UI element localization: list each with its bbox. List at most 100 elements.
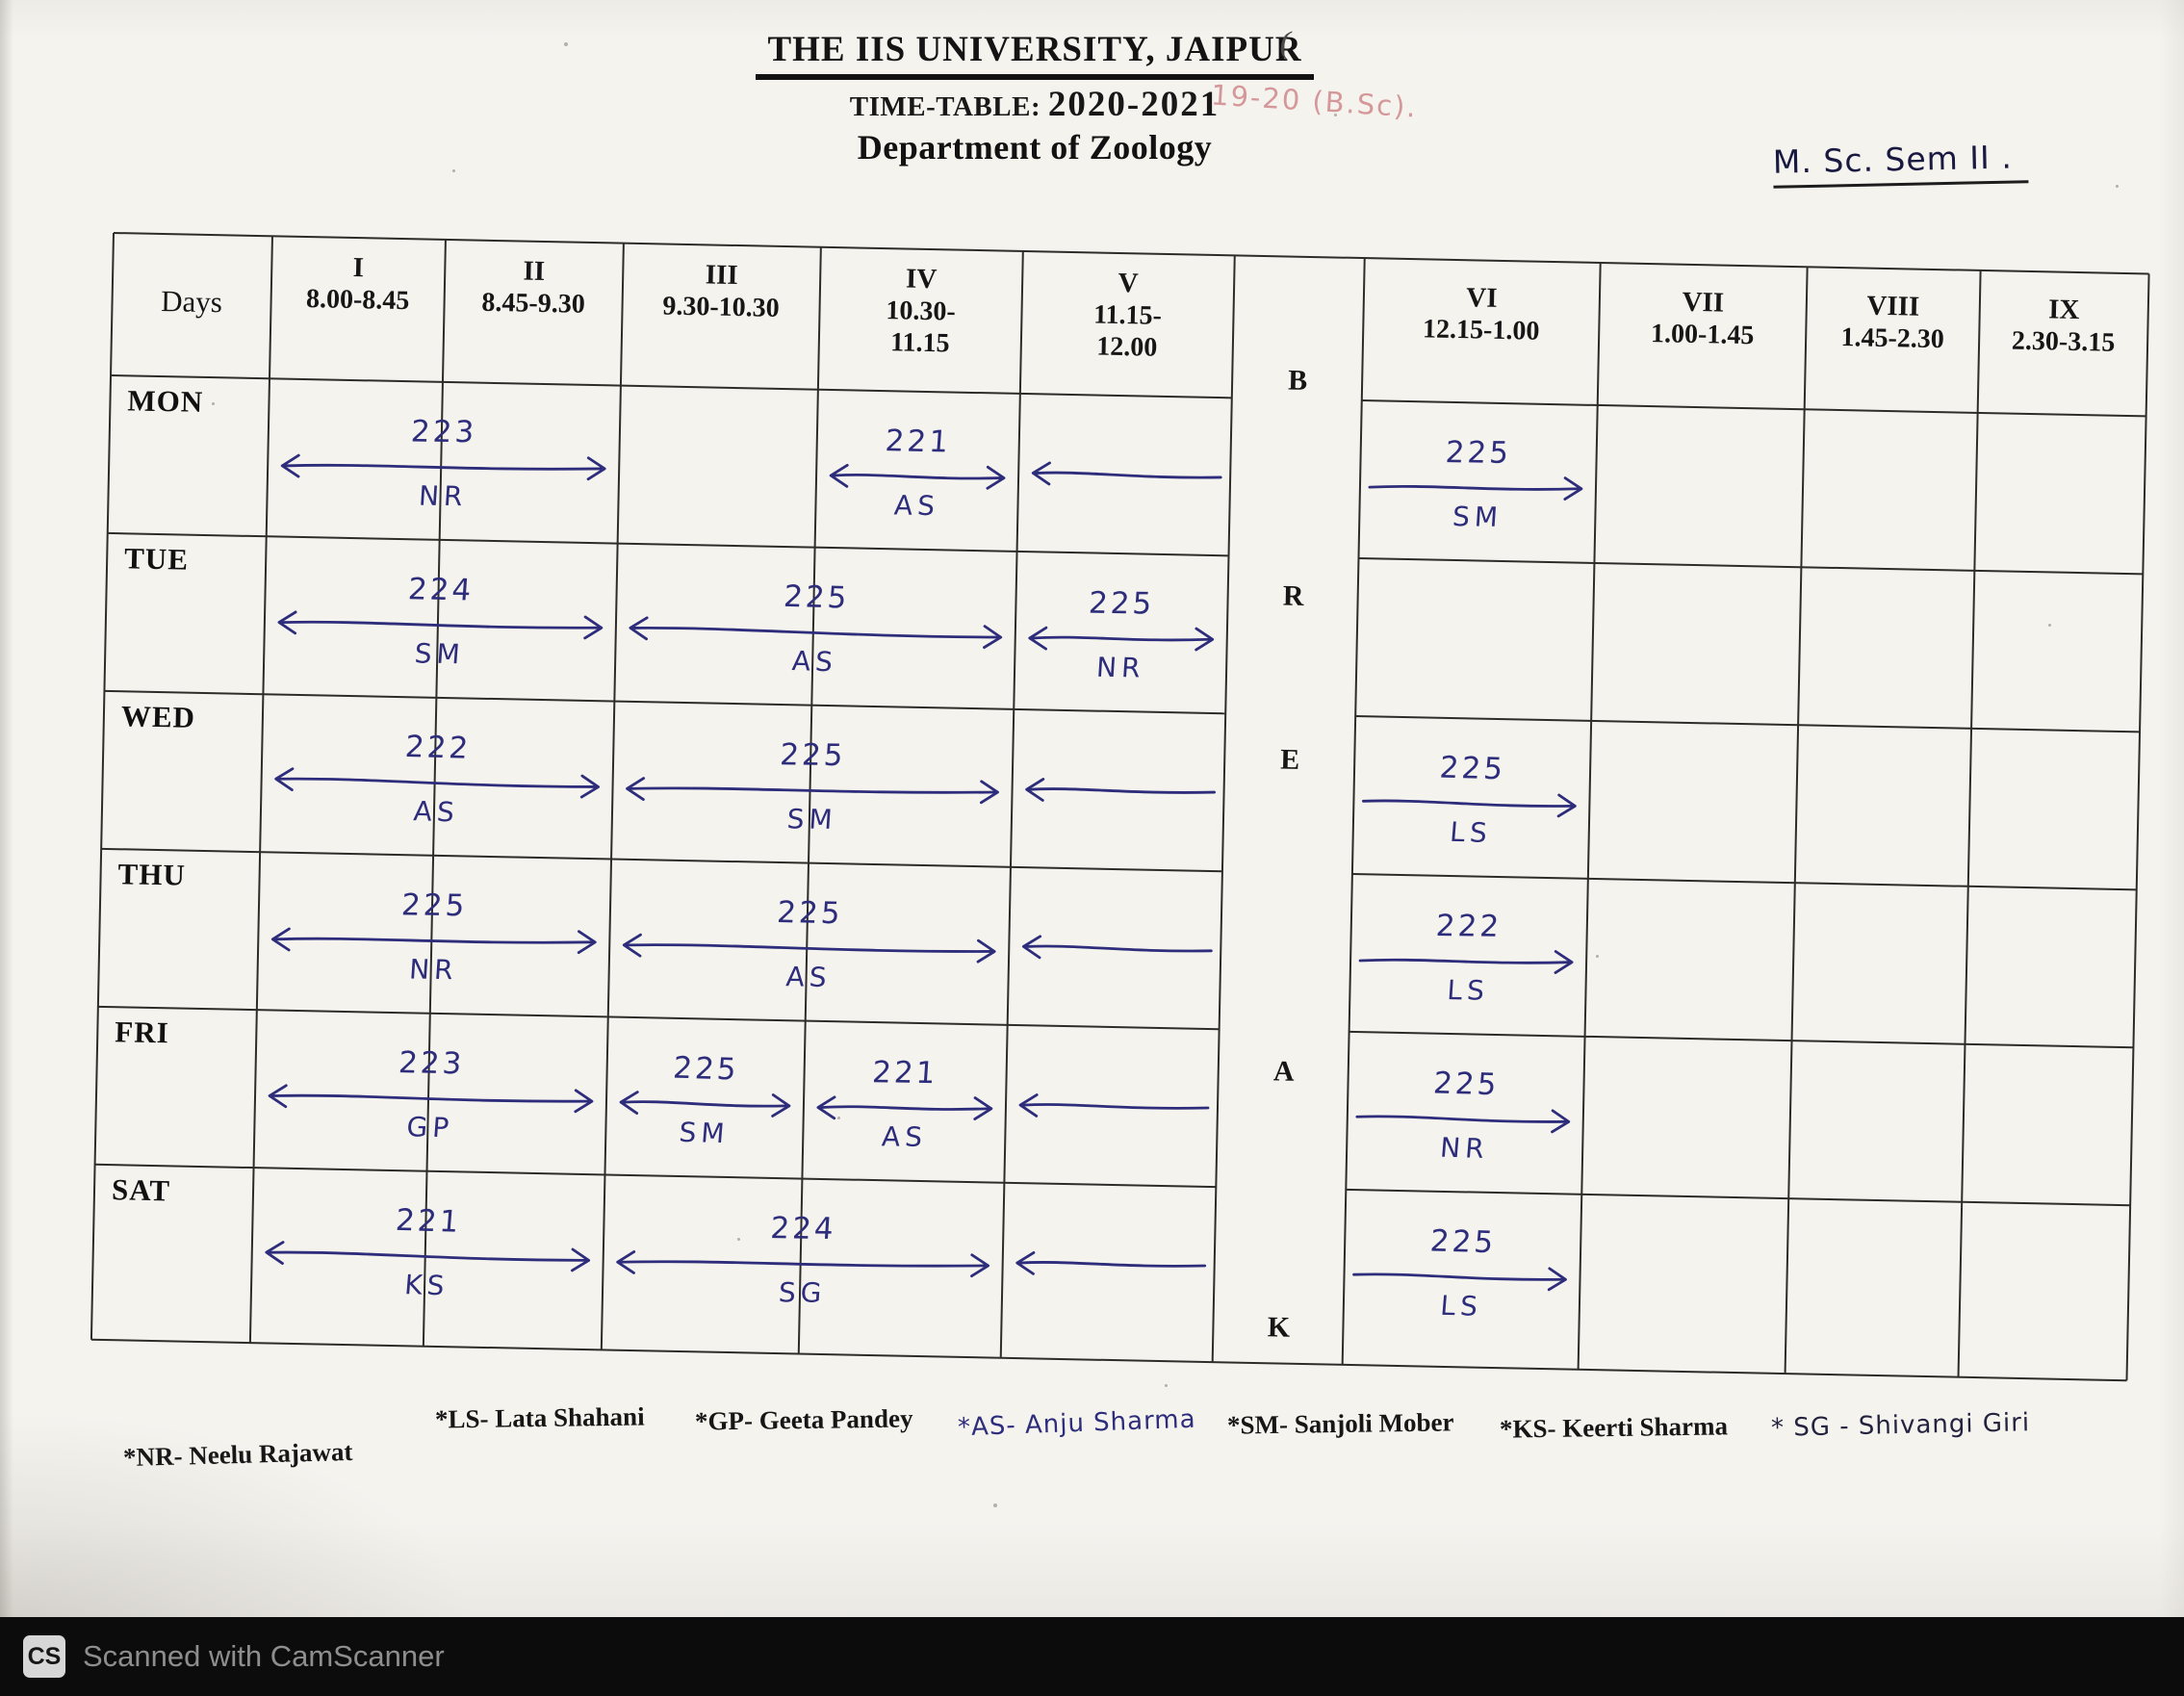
table-grid-line-horizontal xyxy=(1352,873,2137,890)
day-label: THU xyxy=(117,857,272,894)
hand-drawn-arrow xyxy=(1019,775,1217,808)
entry-teacher-initials: NR xyxy=(274,478,612,514)
entry-course-code: 225 xyxy=(266,887,604,925)
table-grid-line-horizontal xyxy=(1355,715,2140,732)
table-grid-line-horizontal xyxy=(91,1339,2127,1381)
period-time: 2.30-3.15 xyxy=(1979,324,2148,360)
timetable-entry: 224SG xyxy=(610,1209,995,1322)
entry-teacher-initials: SG xyxy=(609,1274,995,1311)
day-label: FRI xyxy=(115,1015,270,1052)
period-time: 9.30-10.30 xyxy=(622,290,820,325)
camscanner-logo-icon: CS xyxy=(23,1635,65,1678)
period-numeral: II xyxy=(445,255,624,290)
timetable-sheet: DaysI8.00-8.45II8.45-9.30III9.30-10.30IV… xyxy=(91,233,2149,1380)
scan-speck xyxy=(1165,1384,1168,1387)
entry-course-code: 225 xyxy=(1351,1221,1575,1262)
timetable-entry: 225AS xyxy=(622,575,1009,693)
entry-teacher-initials: GP xyxy=(261,1108,599,1146)
entry-teacher-initials: SM xyxy=(612,1115,797,1151)
scan-speck xyxy=(737,1238,740,1241)
period-header: VIII1.45-2.30 xyxy=(1806,290,1980,356)
legend-item-7: * SG - Shivangi Giri xyxy=(1771,1408,2031,1443)
table-grid-line-horizontal xyxy=(1362,399,2146,417)
period-time: 8.00-8.45 xyxy=(270,282,445,318)
arrow-continuation xyxy=(1013,1058,1211,1169)
period-time: 8.45-9.30 xyxy=(444,286,623,321)
timetable-entry: 225 LS xyxy=(1360,748,1583,861)
table-grid-line-vertical xyxy=(1785,267,1809,1374)
scan-speck xyxy=(993,1503,997,1507)
entry-course-code: 221 xyxy=(259,1199,598,1244)
entry-course-code: 225 xyxy=(620,735,1006,775)
break-letter: R xyxy=(1234,578,1352,613)
day-label: WED xyxy=(121,699,276,736)
timetable-entry: 225 SM xyxy=(1367,434,1588,545)
entry-course-code: 225 xyxy=(614,1049,799,1089)
entry-course-code: 225 xyxy=(623,575,1010,620)
hand-drawn-arrow xyxy=(1010,1248,1207,1281)
entry-teacher-initials: LS xyxy=(1359,813,1582,851)
entry-teacher-initials: SM xyxy=(270,634,608,673)
period-header: III9.30-10.30 xyxy=(622,259,820,325)
period-numeral: IX xyxy=(1979,294,2148,327)
entry-teacher-initials: SM xyxy=(1367,500,1589,534)
period-numeral: VII xyxy=(1600,286,1808,321)
period-time: 1.45-2.30 xyxy=(1806,321,1980,356)
entry-teacher-initials: AS xyxy=(809,1120,998,1154)
arrow-continuation xyxy=(1009,1216,1207,1327)
hand-drawn-arrow xyxy=(1026,458,1223,493)
timetable-entry: 225AS xyxy=(616,892,1002,1008)
entry-teacher-initials: NR xyxy=(1021,651,1220,684)
break-letter: K xyxy=(1220,1310,1338,1345)
break-letter: E xyxy=(1231,742,1349,777)
scanned-timetable-page: { "header": { "university": "THE IIS UNI… xyxy=(0,0,2184,1696)
entry-course-code: 223 xyxy=(274,413,612,451)
period-numeral: VI xyxy=(1364,281,1601,317)
timetable-entry: 225 NR xyxy=(1022,585,1220,695)
period-numeral: IV xyxy=(820,263,1023,297)
timetable-entry: 222LS xyxy=(1357,908,1579,1018)
timetable-entry: 225 NR xyxy=(266,887,603,998)
entry-course-code: 221 xyxy=(824,423,1014,461)
table-grid-line-vertical xyxy=(90,233,115,1340)
scan-speck xyxy=(837,1117,840,1119)
period-header: II8.45-9.30 xyxy=(444,255,623,321)
timetable-entry: 223GP xyxy=(262,1042,600,1157)
table-grid-line-horizontal xyxy=(1358,557,2143,575)
entry-course-code: 225 xyxy=(1022,585,1220,622)
entry-course-code: 224 xyxy=(271,569,610,610)
timetable-entry: 225 SM xyxy=(612,1049,797,1162)
page-title: THE IIS UNIVERSITY, JAIPUR xyxy=(756,29,1313,80)
entry-teacher-initials: LS xyxy=(1357,973,1580,1008)
scan-speck xyxy=(2048,624,2051,627)
entry-course-code: 225 xyxy=(1361,748,1584,788)
break-letter: B xyxy=(1239,363,1357,398)
department-title: Department of Zoology xyxy=(0,127,2069,167)
table-grid-line-horizontal xyxy=(1346,1189,2130,1206)
camscanner-bar: CS Scanned with CamScanner xyxy=(0,1617,2184,1696)
arrow-continuation xyxy=(1015,899,1215,1013)
period-numeral: I xyxy=(271,251,446,285)
entry-teacher-initials: NR xyxy=(265,952,603,988)
semester-note: M. Sc. Sem II . xyxy=(1773,138,2029,189)
break-letter: A xyxy=(1224,1054,1343,1089)
timetable-session-line: TIME-TABLE: 2020-2021 xyxy=(0,84,2069,125)
day-label: MON xyxy=(127,383,282,421)
entry-teacher-initials: LS xyxy=(1349,1287,1573,1324)
entry-course-code: 225 xyxy=(1367,434,1589,472)
session-years: 2020-2021 xyxy=(1048,85,1220,124)
period-time: 12.15-1.00 xyxy=(1363,312,1600,348)
entry-course-code: 225 xyxy=(1354,1064,1578,1104)
day-label: SAT xyxy=(112,1172,267,1210)
period-time: 1.00-1.45 xyxy=(1599,317,1807,352)
period-numeral: V xyxy=(1022,267,1235,301)
timetable-entry: 221KS xyxy=(258,1199,597,1317)
scan-speck xyxy=(452,169,455,172)
entry-teacher-initials: AS xyxy=(615,958,1001,997)
period-time: 10.30-11.15 xyxy=(859,294,983,360)
period-header: IX2.30-3.15 xyxy=(1979,294,2148,359)
days-column-header: Days xyxy=(112,283,271,321)
legend-item-4: *AS- Anju Sharma xyxy=(958,1405,1196,1443)
period-header: IV10.30-11.15 xyxy=(819,263,1023,361)
entry-course-code: 221 xyxy=(810,1055,999,1092)
